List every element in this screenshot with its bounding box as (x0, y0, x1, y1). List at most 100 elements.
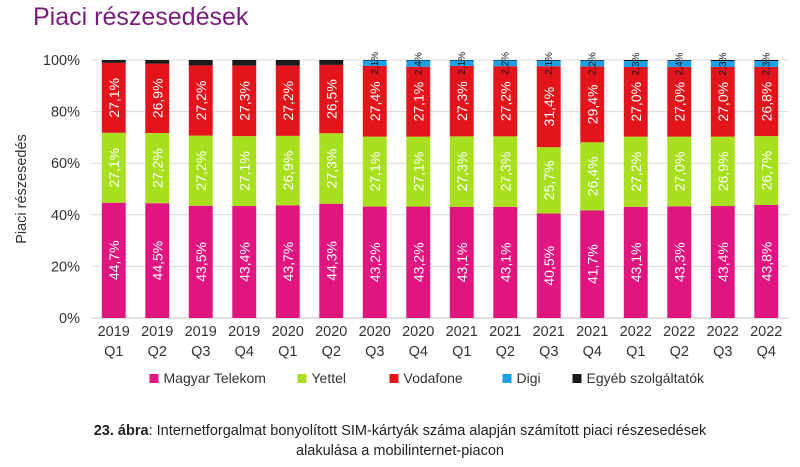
x-tick-label-year: 2020 (315, 324, 347, 340)
data-label: 27,1% (106, 78, 122, 118)
bar-segment (493, 206, 518, 318)
bar-segment (449, 136, 474, 207)
data-label: 2,1% (370, 52, 381, 75)
data-label: 43,8% (758, 242, 774, 282)
data-label: 26,8% (758, 82, 774, 122)
data-label: 27,0% (715, 82, 731, 122)
data-label: 44,7% (106, 240, 122, 280)
bar-segment (275, 65, 300, 136)
bar-segment (667, 206, 692, 318)
caption-text-line1: : Internetforgalmat bonyolított SIM-kárt… (148, 423, 707, 439)
bar-segment (275, 135, 300, 206)
bar-segment (188, 205, 213, 318)
data-label: 27,2% (149, 148, 165, 188)
legend-swatch (149, 374, 159, 383)
data-label: 27,2% (497, 81, 513, 121)
bar-segment (101, 202, 126, 318)
x-tick-label-year: 2020 (272, 324, 304, 340)
figure-caption-line2: alakulása a mobilinternet-piacon (296, 443, 504, 459)
x-tick-label-year: 2019 (185, 324, 217, 340)
bar-segment (710, 206, 735, 318)
x-tick-label-year: 2021 (446, 324, 478, 340)
bar-segment (362, 136, 387, 207)
x-tick-label-year: 2021 (576, 324, 608, 340)
data-label: 31,4% (541, 87, 557, 127)
data-label: 2,1% (544, 52, 555, 75)
bar-segment (710, 136, 735, 207)
data-label: 26,9% (149, 78, 165, 118)
x-tick-label-quarter: Q3 (365, 344, 384, 360)
x-tick-label-year: 2019 (98, 324, 130, 340)
data-label: 40,5% (541, 246, 557, 286)
data-label: 26,4% (584, 157, 600, 197)
bar-segment (232, 65, 257, 137)
bar-segment (754, 66, 779, 137)
data-label: 27,1% (410, 152, 426, 192)
bar-segment (580, 66, 605, 143)
bar-segment (536, 213, 561, 318)
bar-segment (710, 61, 735, 67)
data-label: 2,3% (761, 52, 772, 75)
bar-segment (101, 62, 126, 133)
bar-segment (580, 210, 605, 318)
bar-segment (406, 60, 431, 67)
bar-segment (710, 60, 735, 62)
data-label: 26,7% (758, 151, 774, 191)
bar-segment (232, 60, 257, 66)
x-tick-label-quarter: Q4 (583, 344, 602, 360)
legend-swatch (389, 374, 399, 383)
bar-segment (232, 206, 257, 318)
data-label: 27,1% (410, 82, 426, 122)
bar-segment (275, 60, 300, 66)
data-label: 26,5% (323, 79, 339, 119)
bar-segment (536, 60, 561, 61)
x-tick-label-year: 2021 (489, 324, 521, 340)
bar-segment (754, 204, 779, 318)
bar-segment (623, 61, 648, 67)
bar-segment (406, 136, 431, 207)
x-tick-label-year: 2022 (750, 324, 782, 340)
y-tick-label: 60% (51, 156, 80, 172)
data-label: 2,2% (500, 52, 511, 75)
x-tick-label-year: 2020 (359, 324, 391, 340)
y-tick-label: 100% (43, 53, 80, 69)
bar-segment (754, 61, 779, 67)
bar-segment (449, 60, 474, 66)
data-label: 27,1% (106, 148, 122, 188)
x-tick-label-year: 2022 (707, 324, 739, 340)
bar-segment (406, 206, 431, 318)
x-tick-label-quarter: Q2 (670, 344, 689, 360)
bar-segment (145, 60, 170, 64)
bar-segment (406, 60, 431, 61)
bar-segment (493, 136, 518, 207)
data-label: 2,3% (631, 52, 642, 75)
x-tick-label-quarter: Q3 (713, 344, 732, 360)
legend-label: Vodafone (404, 370, 463, 386)
data-label: 44,5% (149, 241, 165, 281)
bar-segment (319, 133, 344, 204)
bar-segment (101, 60, 126, 63)
x-tick-label-year: 2022 (620, 324, 652, 340)
x-tick-label-quarter: Q3 (191, 344, 210, 360)
x-tick-label-quarter: Q2 (496, 344, 515, 360)
y-tick-label: 80% (51, 105, 80, 121)
bar-segment (493, 60, 518, 61)
bar-segment (188, 60, 213, 66)
bar-segment (493, 60, 518, 67)
bar-segment (493, 66, 518, 137)
data-label: 43,1% (454, 243, 470, 283)
bar-segment (319, 64, 344, 134)
bar-segment (188, 65, 213, 136)
figure-caption-line1: 23. ábra: Internetforgalmat bonyolított … (0, 421, 800, 441)
bar-segment (362, 60, 387, 61)
x-tick-label-quarter: Q4 (757, 344, 776, 360)
legend-label: Magyar Telekom (164, 370, 266, 386)
data-label: 43,2% (367, 242, 383, 282)
chart-title: Piaci részesedések (33, 3, 249, 31)
x-tick-label-year: 2019 (228, 324, 260, 340)
y-tick-label: 40% (51, 208, 80, 224)
legend-label: Yettel (312, 370, 347, 386)
data-label: 27,3% (323, 149, 339, 189)
x-tick-label-quarter: Q4 (235, 344, 254, 360)
data-label: 43,5% (193, 242, 209, 282)
